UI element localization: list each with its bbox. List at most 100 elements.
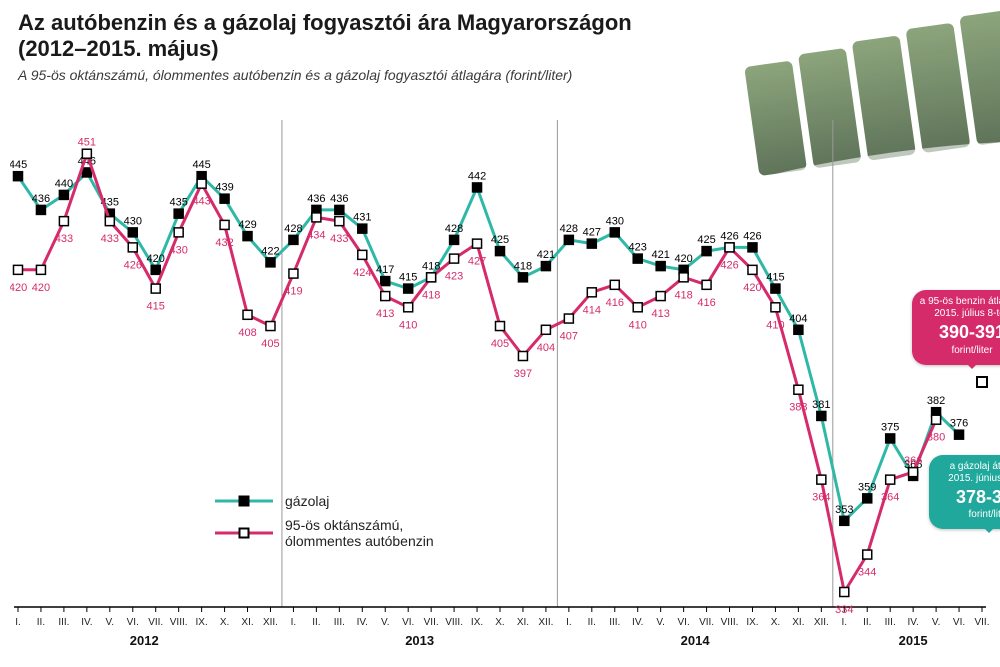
svg-text:II.: II. [312, 617, 320, 628]
svg-text:404: 404 [537, 342, 555, 354]
line-chart: I. II. III. IV. V. VI. VII. VIII. IX. X. XI. XII. 20… [10, 110, 990, 657]
svg-text:III.: III. [334, 617, 345, 628]
svg-text:2013: 2013 [405, 633, 434, 648]
svg-text:436: 436 [32, 193, 50, 205]
svg-text:V.: V. [106, 617, 115, 628]
legend-item-diesel: gázolaj [215, 493, 434, 509]
svg-text:380: 380 [927, 432, 945, 444]
svg-text:413: 413 [651, 308, 669, 320]
callout-pre: a gázolaj átlagára [935, 461, 1000, 473]
svg-text:410: 410 [629, 319, 647, 331]
svg-text:XII.: XII. [263, 617, 278, 628]
svg-text:II.: II. [37, 617, 45, 628]
svg-text:404: 404 [789, 313, 807, 325]
svg-text:442: 442 [468, 170, 486, 182]
svg-text:424: 424 [353, 267, 371, 279]
svg-text:VIII.: VIII. [170, 617, 188, 628]
svg-text:366: 366 [904, 455, 922, 467]
svg-text:433: 433 [55, 233, 73, 245]
svg-text:451: 451 [78, 137, 96, 149]
legend-label-diesel: gázolaj [285, 493, 329, 509]
svg-text:415: 415 [147, 301, 165, 313]
svg-text:XI.: XI. [517, 617, 529, 628]
legend: gázolaj 95-ös oktánszámú, ólommentes aut… [215, 493, 434, 557]
svg-text:433: 433 [101, 233, 119, 245]
svg-text:XI.: XI. [241, 617, 253, 628]
svg-text:427: 427 [583, 227, 601, 239]
svg-text:407: 407 [560, 331, 578, 343]
svg-text:432: 432 [215, 237, 233, 249]
svg-text:364: 364 [812, 492, 830, 504]
callout-pre: a 95-ös benzin átlagára [918, 296, 1000, 308]
svg-text:423: 423 [629, 242, 647, 254]
svg-text:X.: X. [771, 617, 780, 628]
legend-item-petrol: 95-ös oktánszámú, ólommentes autóbenzin [215, 517, 434, 549]
callout-petrol-price: a 95-ös benzin átlagára 2015. július 8-t… [912, 290, 1000, 365]
svg-text:IX.: IX. [196, 617, 208, 628]
svg-text:III.: III. [58, 617, 69, 628]
legend-swatch-diesel [215, 493, 273, 509]
svg-text:334: 334 [835, 604, 853, 616]
svg-text:418: 418 [422, 289, 440, 301]
svg-text:V.: V. [932, 617, 941, 628]
callout-date: 2015. június 26-tól [935, 473, 1000, 485]
svg-text:414: 414 [583, 304, 601, 316]
svg-text:420: 420 [10, 282, 27, 294]
svg-text:VI.: VI. [678, 617, 690, 628]
svg-text:VI.: VI. [953, 617, 965, 628]
svg-text:IV.: IV. [81, 617, 92, 628]
svg-text:431: 431 [353, 212, 371, 224]
svg-text:VII.: VII. [424, 617, 439, 628]
svg-text:427: 427 [468, 256, 486, 268]
svg-text:XII.: XII. [814, 617, 829, 628]
svg-text:XI.: XI. [792, 617, 804, 628]
svg-text:X.: X. [495, 617, 504, 628]
svg-text:I.: I. [842, 617, 848, 628]
svg-text:VII.: VII. [148, 617, 163, 628]
svg-text:III.: III. [609, 617, 620, 628]
svg-text:405: 405 [491, 338, 509, 350]
svg-text:IX.: IX. [471, 617, 483, 628]
svg-text:430: 430 [169, 244, 187, 256]
svg-text:445: 445 [192, 159, 210, 171]
callout-date: 2015. július 8-tól: [918, 308, 1000, 320]
svg-text:IV.: IV. [357, 617, 368, 628]
svg-text:II.: II. [588, 617, 596, 628]
callout-price: 378-379 [935, 487, 1000, 509]
svg-text:415: 415 [399, 272, 417, 284]
svg-text:426: 426 [720, 230, 738, 242]
svg-text:376: 376 [950, 418, 968, 430]
legend-label-petrol: 95-ös oktánszámú, ólommentes autóbenzin [285, 517, 434, 549]
svg-text:I.: I. [566, 617, 572, 628]
svg-text:III.: III. [885, 617, 896, 628]
svg-text:V.: V. [656, 617, 665, 628]
svg-text:2015: 2015 [899, 633, 928, 648]
svg-text:344: 344 [858, 567, 876, 579]
svg-text:421: 421 [537, 249, 555, 261]
svg-text:VII.: VII. [699, 617, 714, 628]
svg-text:388: 388 [789, 402, 807, 414]
svg-text:410: 410 [766, 319, 784, 331]
svg-text:428: 428 [560, 223, 578, 235]
future-point-petrol [976, 376, 988, 388]
svg-text:397: 397 [514, 368, 532, 380]
svg-text:439: 439 [215, 182, 233, 194]
svg-text:420: 420 [32, 282, 50, 294]
svg-text:420: 420 [147, 253, 165, 265]
svg-text:418: 418 [514, 260, 532, 272]
svg-text:IX.: IX. [746, 617, 758, 628]
svg-text:I.: I. [291, 617, 297, 628]
svg-text:421: 421 [651, 249, 669, 261]
svg-text:2014: 2014 [681, 633, 711, 648]
svg-text:428: 428 [284, 223, 302, 235]
svg-text:415: 415 [766, 272, 784, 284]
svg-text:413: 413 [376, 308, 394, 320]
svg-text:430: 430 [124, 215, 142, 227]
svg-text:VII.: VII. [974, 617, 989, 628]
svg-text:364: 364 [881, 492, 899, 504]
svg-text:436: 436 [330, 193, 348, 205]
svg-text:428: 428 [445, 223, 463, 235]
svg-text:2012: 2012 [130, 633, 159, 648]
chart-area: I. II. III. IV. V. VI. VII. VIII. IX. X. XI. XII. 20… [10, 110, 990, 657]
svg-text:416: 416 [697, 297, 715, 309]
